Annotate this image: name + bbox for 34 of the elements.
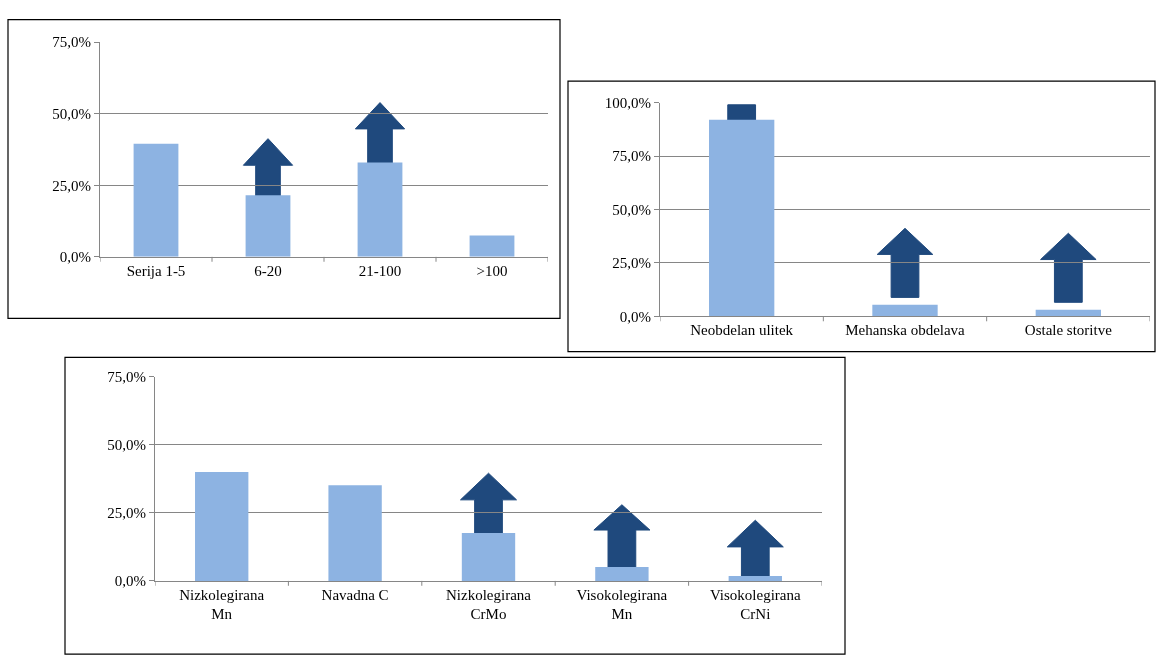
y-tick-label: 0,0% <box>114 573 146 590</box>
bar <box>328 485 382 581</box>
x-tick-label: Neobdelan ulitek <box>690 322 794 339</box>
y-tick-label: 100,0% <box>604 94 651 111</box>
bar <box>872 304 938 317</box>
y-tick-label: 25,0% <box>52 177 91 194</box>
x-tick-label: Nizkolegirana CrMo <box>446 586 532 623</box>
bar <box>709 119 775 317</box>
bar <box>469 235 515 257</box>
bar <box>1035 309 1101 317</box>
y-tick-label: 0,0% <box>619 308 651 325</box>
y-tick-label: 50,0% <box>107 437 146 454</box>
y-tick-label: 25,0% <box>107 505 146 522</box>
x-tick-label: Ostale storitve <box>1024 322 1113 339</box>
bar <box>728 576 782 581</box>
bar <box>195 472 249 581</box>
y-tick-label: 75,0% <box>52 34 91 51</box>
y-tick-label: 75,0% <box>107 369 146 386</box>
x-tick-label: Nizkolegirana Mn <box>179 586 265 623</box>
y-tick-label: 0,0% <box>59 249 91 266</box>
x-tick-label: Navadna C <box>321 586 389 603</box>
x-tick-label: Visokolegirana CrNi <box>709 586 802 623</box>
bar <box>595 567 649 581</box>
y-tick-label: 50,0% <box>612 201 651 218</box>
x-tick-label: 21-100 <box>358 262 402 279</box>
x-tick-label: Mehanska obdelava <box>845 322 966 339</box>
y-tick-label: 50,0% <box>52 105 91 122</box>
x-tick-label: Visokolegirana Mn <box>576 586 668 623</box>
x-tick-label: 6-20 <box>254 262 282 279</box>
y-tick-label: 75,0% <box>612 148 651 165</box>
x-tick-label: Serija 1-5 <box>126 262 186 279</box>
x-tick-label: >100 <box>476 262 508 279</box>
y-tick-label: 25,0% <box>612 255 651 272</box>
bar <box>133 143 179 257</box>
